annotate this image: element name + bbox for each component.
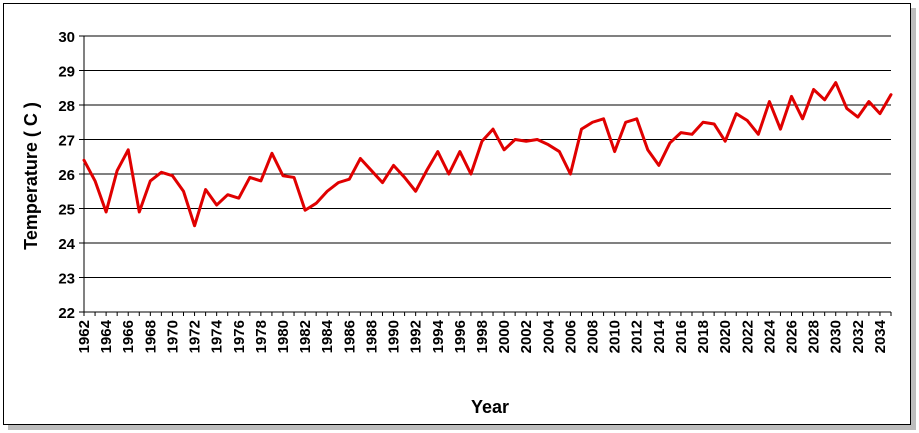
axes xyxy=(79,35,892,316)
x-tick-label-1988: 1988 xyxy=(363,320,380,353)
x-tick-label-2002: 2002 xyxy=(518,320,535,353)
x-tick-label-2032: 2032 xyxy=(850,320,867,353)
x-tick-label-1966: 1966 xyxy=(120,320,137,353)
x-tick-label-2010: 2010 xyxy=(607,320,624,353)
y-tick-label-22: 22 xyxy=(58,305,75,322)
x-tick-label-1962: 1962 xyxy=(76,320,93,353)
y-tick-label-26: 26 xyxy=(58,167,75,184)
x-tick-label-2014: 2014 xyxy=(651,319,668,353)
x-tick-label-2028: 2028 xyxy=(806,320,823,353)
x-tick-label-2022: 2022 xyxy=(739,320,756,353)
x-tick-label-1970: 1970 xyxy=(164,320,181,353)
x-tick-label-1964: 1964 xyxy=(98,319,115,353)
y-tick-label-29: 29 xyxy=(58,64,75,81)
x-tick-label-2018: 2018 xyxy=(695,320,712,353)
x-tick-label-1984: 1984 xyxy=(319,319,336,353)
x-tick-label-2024: 2024 xyxy=(761,319,778,353)
series-layer xyxy=(82,81,893,228)
x-tick-labels: 1962 1964 1966 1968 1970 1972 1974 1976 1978 1980… xyxy=(76,319,889,353)
x-tick-label-1980: 1980 xyxy=(275,320,292,353)
x-tick-label-1998: 1998 xyxy=(474,320,491,353)
y-tick-label-25: 25 xyxy=(58,202,75,219)
x-tick-label-2030: 2030 xyxy=(828,320,845,353)
x-tick-label-2034: 2034 xyxy=(872,319,889,353)
x-tick-label-1994: 1994 xyxy=(430,319,447,353)
y-tick-label-30: 30 xyxy=(58,29,75,46)
chart-frame: 22 23 24 25 26 27 28 29 30 1962 1964 1966 1968 1970 1… xyxy=(3,3,911,425)
x-axis-title: Year xyxy=(471,397,509,417)
x-tick-label-1968: 1968 xyxy=(142,320,159,353)
x-tick-label-1974: 1974 xyxy=(209,319,226,353)
x-tick-label-2016: 2016 xyxy=(673,320,690,353)
x-tick-label-1986: 1986 xyxy=(341,320,358,353)
x-tick-label-2026: 2026 xyxy=(784,320,801,353)
x-tick-label-1976: 1976 xyxy=(231,320,248,353)
y-tick-label-23: 23 xyxy=(58,271,75,288)
x-tick-label-1996: 1996 xyxy=(452,320,469,353)
x-tick-label-2020: 2020 xyxy=(717,320,734,353)
x-tick-label-2000: 2000 xyxy=(496,320,513,353)
x-tick-label-2008: 2008 xyxy=(585,320,602,353)
x-tick-label-1992: 1992 xyxy=(408,320,425,353)
y-tick-label-28: 28 xyxy=(58,98,75,115)
y-tick-labels: 22 23 24 25 26 27 28 29 30 xyxy=(58,29,75,322)
x-tick-label-2012: 2012 xyxy=(629,320,646,353)
x-tick-label-2004: 2004 xyxy=(540,319,557,353)
y-axis-title: Temperature ( C ) xyxy=(21,102,41,250)
x-tick-label-1978: 1978 xyxy=(253,320,270,353)
series-line-0 xyxy=(82,81,893,228)
y-tick-label-24: 24 xyxy=(58,236,75,253)
y-tick-label-27: 27 xyxy=(58,133,75,150)
x-tick-label-2006: 2006 xyxy=(562,320,579,353)
x-tick-label-1982: 1982 xyxy=(297,320,314,353)
gridlines xyxy=(84,35,891,313)
x-tick-label-1972: 1972 xyxy=(187,320,204,353)
x-tick-label-1990: 1990 xyxy=(386,320,403,353)
